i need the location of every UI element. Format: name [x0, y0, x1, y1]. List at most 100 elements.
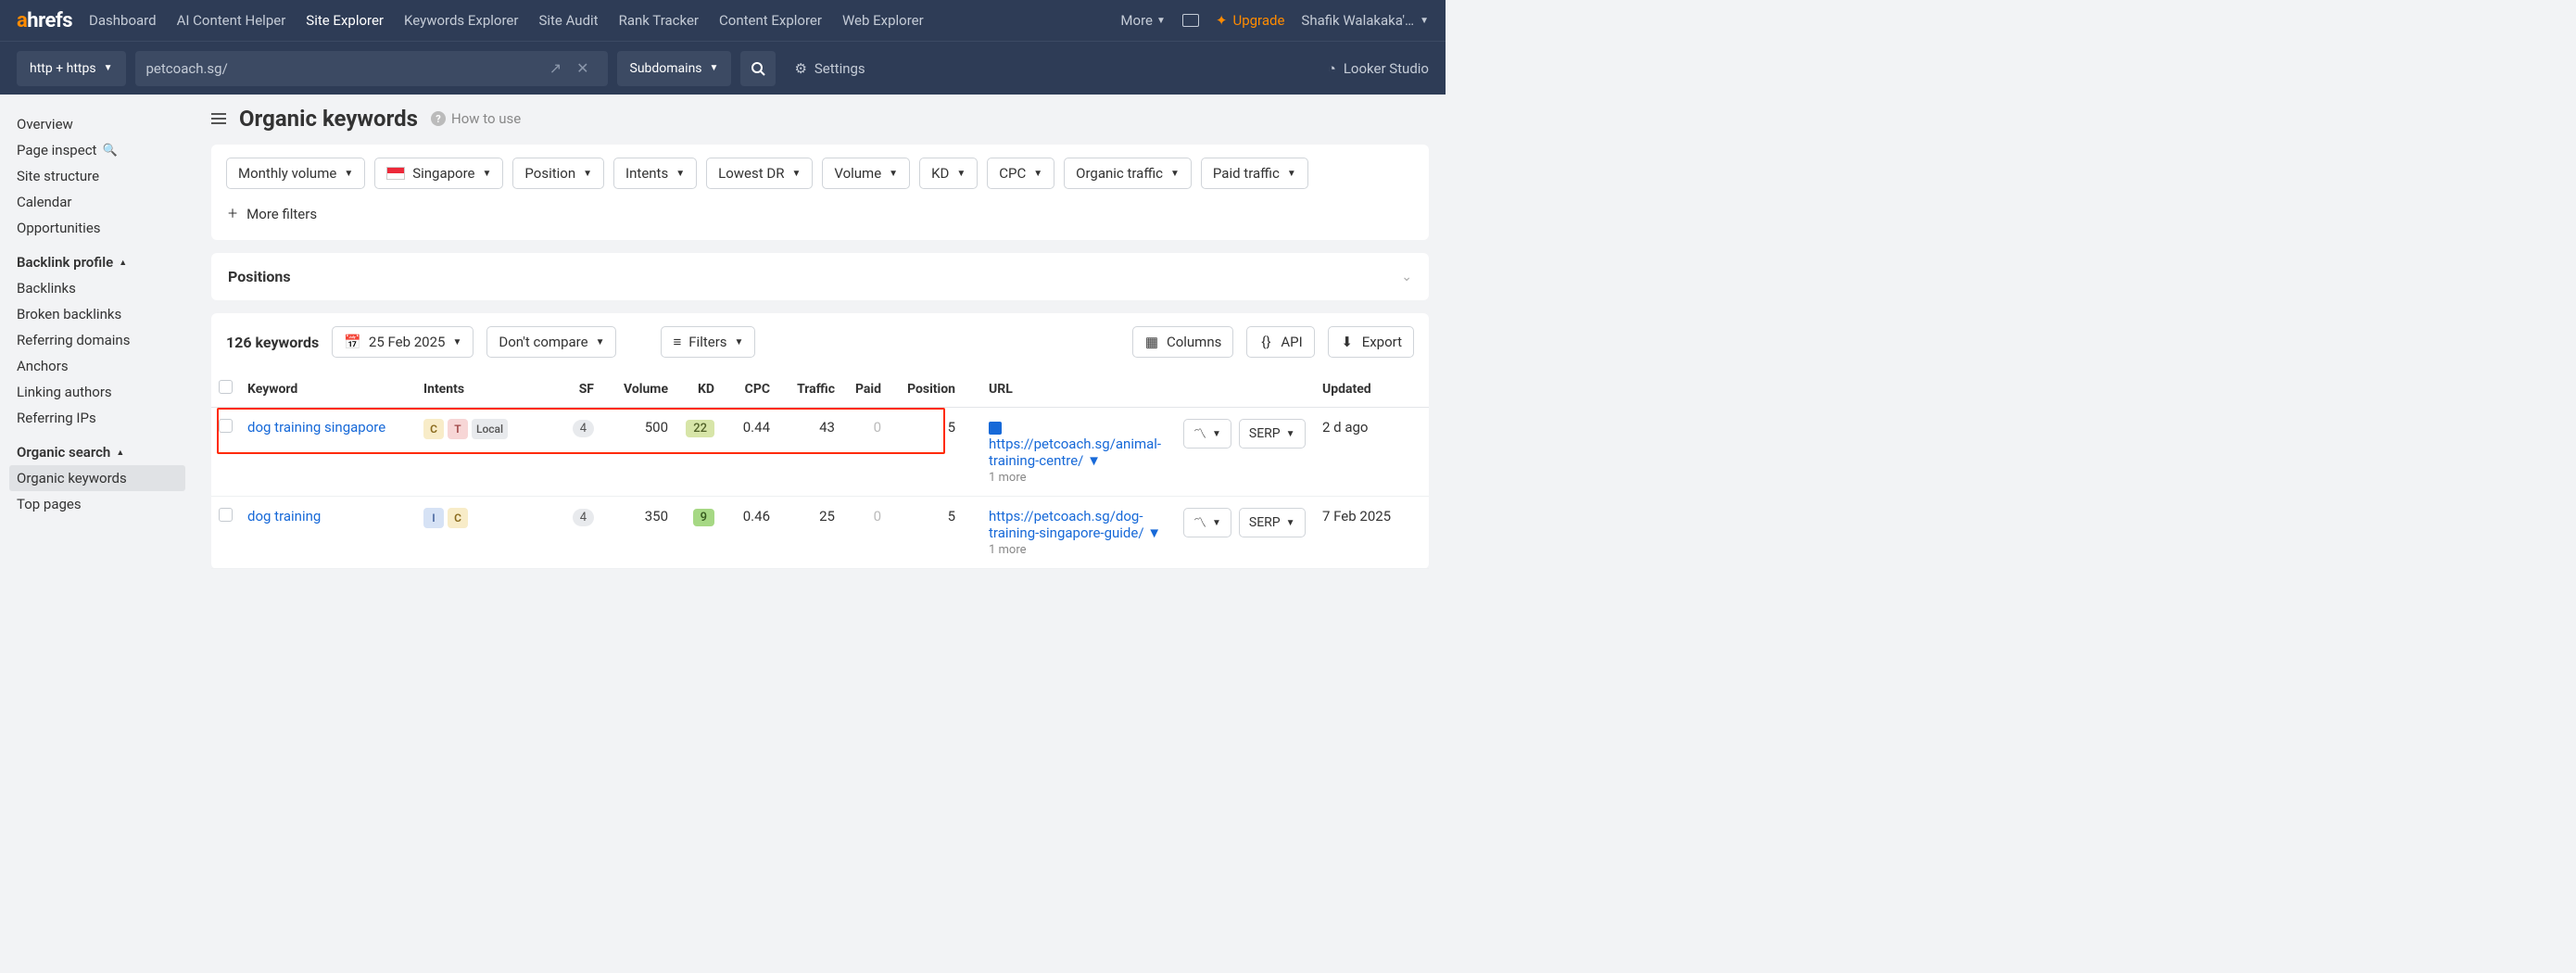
col-paid[interactable]: Paid: [842, 371, 889, 408]
url-input[interactable]: petcoach.sg/ ↗ ✕: [135, 51, 608, 86]
api-button[interactable]: {}API: [1246, 326, 1314, 358]
sidebar-item-broken-backlinks[interactable]: Broken backlinks: [9, 301, 185, 327]
chart-button[interactable]: 〽▼: [1183, 419, 1231, 449]
filter-intents[interactable]: Intents▼: [613, 158, 697, 189]
keyword-link[interactable]: dog training singapore: [247, 419, 385, 436]
url-expand[interactable]: ▼: [1147, 524, 1161, 541]
col-kd[interactable]: KD: [676, 371, 722, 408]
filter-position[interactable]: Position▼: [512, 158, 604, 189]
col-volume[interactable]: Volume: [601, 371, 676, 408]
nav-item-dashboard[interactable]: Dashboard: [89, 12, 157, 29]
columns-button[interactable]: ▦Columns: [1132, 326, 1233, 358]
checkbox-all[interactable]: [219, 380, 233, 394]
sidebar-item-referring-ips[interactable]: Referring IPs: [9, 405, 185, 431]
serp-button[interactable]: SERP▼: [1239, 508, 1306, 537]
row-checkbox[interactable]: [219, 508, 233, 522]
sidebar-item-site-structure[interactable]: Site structure: [9, 163, 185, 189]
compare-select[interactable]: Don't compare▼: [486, 326, 616, 358]
sidebar-item-overview[interactable]: Overview: [9, 111, 185, 137]
sidebar-item-calendar[interactable]: Calendar: [9, 189, 185, 215]
chart-button[interactable]: 〽▼: [1183, 508, 1231, 537]
col-keyword[interactable]: Keyword: [240, 371, 416, 408]
sidebar-item-opportunities[interactable]: Opportunities: [9, 215, 185, 241]
sidebar-item-organic-keywords[interactable]: Organic keywords: [9, 465, 185, 491]
settings-link[interactable]: ⚙Settings: [794, 60, 865, 77]
nav-item-site-explorer[interactable]: Site Explorer: [306, 12, 384, 29]
sidebar-item-linking-authors[interactable]: Linking authors: [9, 379, 185, 405]
filter-cpc[interactable]: CPC▼: [987, 158, 1054, 189]
serp-button[interactable]: SERP▼: [1239, 419, 1306, 449]
hamburger-icon[interactable]: [211, 113, 226, 124]
url-link[interactable]: https://petcoach.sg/animal-training-cent…: [989, 436, 1161, 469]
keyword-link[interactable]: dog training: [247, 508, 321, 524]
more-filters[interactable]: +More filters: [226, 200, 1414, 227]
col-position[interactable]: Position: [889, 371, 963, 408]
position-value: 5: [889, 408, 963, 497]
page-head: Organic keywords ?How to use: [211, 106, 1429, 132]
chevron-down-icon: ▼: [676, 169, 685, 179]
nav-item-rank-tracker[interactable]: Rank Tracker: [619, 12, 699, 29]
nav-items: Dashboard AI Content Helper Site Explorer K…: [89, 12, 1120, 29]
chevron-down-icon: ▼: [1033, 169, 1042, 179]
filter-kd[interactable]: KD▼: [919, 158, 978, 189]
intents-cell: CTLocal: [416, 408, 555, 497]
chevron-up-icon: ▲: [116, 448, 124, 458]
protocol-select[interactable]: http + https▼: [17, 51, 126, 86]
nav-more[interactable]: More▼: [1120, 12, 1165, 29]
screen-icon[interactable]: [1182, 14, 1199, 27]
sidebar-item-referring-domains[interactable]: Referring domains: [9, 327, 185, 353]
clear-icon[interactable]: ✕: [569, 59, 596, 77]
filter-singapore[interactable]: Singapore▼: [374, 158, 503, 189]
col-sf[interactable]: SF: [555, 371, 601, 408]
filters-button[interactable]: ≡Filters▼: [661, 326, 755, 358]
row-checkbox[interactable]: [219, 419, 233, 433]
filter-lowest-dr[interactable]: Lowest DR▼: [706, 158, 813, 189]
sidebar-group-organic-search[interactable]: Organic search ▲: [9, 431, 185, 465]
col-cpc[interactable]: CPC: [722, 371, 777, 408]
sidebar-item-top-pages[interactable]: Top pages: [9, 491, 185, 517]
scope-select[interactable]: Subdomains▼: [617, 51, 732, 86]
keyword-count: 126 keywords: [226, 334, 319, 351]
page-title: Organic keywords: [239, 106, 418, 132]
search-icon: 🔍: [102, 144, 117, 158]
nav-item-site-audit[interactable]: Site Audit: [538, 12, 598, 29]
filter-volume[interactable]: Volume▼: [822, 158, 910, 189]
col-traffic[interactable]: Traffic: [777, 371, 842, 408]
intent-badge: C: [448, 508, 468, 528]
sidebar-item-page-inspect[interactable]: Page inspect🔍: [9, 137, 185, 163]
filter-organic-traffic[interactable]: Organic traffic▼: [1064, 158, 1192, 189]
col-intents[interactable]: Intents: [416, 371, 555, 408]
user-menu[interactable]: Shafik Walakaka'…▼: [1301, 12, 1429, 29]
col-updated[interactable]: Updated: [1315, 371, 1429, 408]
nav-item-keywords-explorer[interactable]: Keywords Explorer: [404, 12, 518, 29]
url-link[interactable]: https://petcoach.sg/dog-training-singapo…: [989, 508, 1144, 541]
nav-item-ai-content-helper[interactable]: AI Content Helper: [177, 12, 286, 29]
sidebar-item-anchors[interactable]: Anchors: [9, 353, 185, 379]
sidebar-group-backlink-profile[interactable]: Backlink profile ▲: [9, 241, 185, 275]
cpc-value: 0.44: [722, 408, 777, 497]
positions-card: Positions ⌄: [211, 253, 1429, 300]
collapse-icon[interactable]: ⌄: [1401, 270, 1412, 284]
sidebar-item-backlinks[interactable]: Backlinks: [9, 275, 185, 301]
favicon-icon: [989, 422, 1002, 435]
upgrade-link[interactable]: ✦Upgrade: [1216, 12, 1285, 29]
nav-item-web-explorer[interactable]: Web Explorer: [842, 12, 924, 29]
search-button[interactable]: [740, 51, 776, 86]
nav-item-content-explorer[interactable]: Content Explorer: [719, 12, 822, 29]
url-more[interactable]: 1 more: [989, 471, 1168, 485]
chart-icon: 〽: [1193, 424, 1206, 443]
filter-monthly-volume[interactable]: Monthly volume▼: [226, 158, 365, 189]
logo[interactable]: ahrefs: [17, 9, 72, 32]
chevron-down-icon: ▼: [583, 169, 592, 179]
url-more[interactable]: 1 more: [989, 543, 1168, 557]
export-button[interactable]: ⬇Export: [1328, 326, 1414, 358]
looker-link[interactable]: ◔Looker Studio: [1328, 60, 1429, 77]
open-icon[interactable]: ↗: [542, 59, 569, 77]
date-picker[interactable]: 📅25 Feb 2025▼: [332, 326, 474, 358]
paid-value: 0: [842, 497, 889, 569]
url-expand[interactable]: ▼: [1087, 452, 1101, 469]
flag-icon: [386, 167, 405, 180]
how-to-use[interactable]: ?How to use: [431, 110, 521, 127]
col-url[interactable]: URL: [981, 371, 1176, 408]
filter-paid-traffic[interactable]: Paid traffic▼: [1201, 158, 1308, 189]
